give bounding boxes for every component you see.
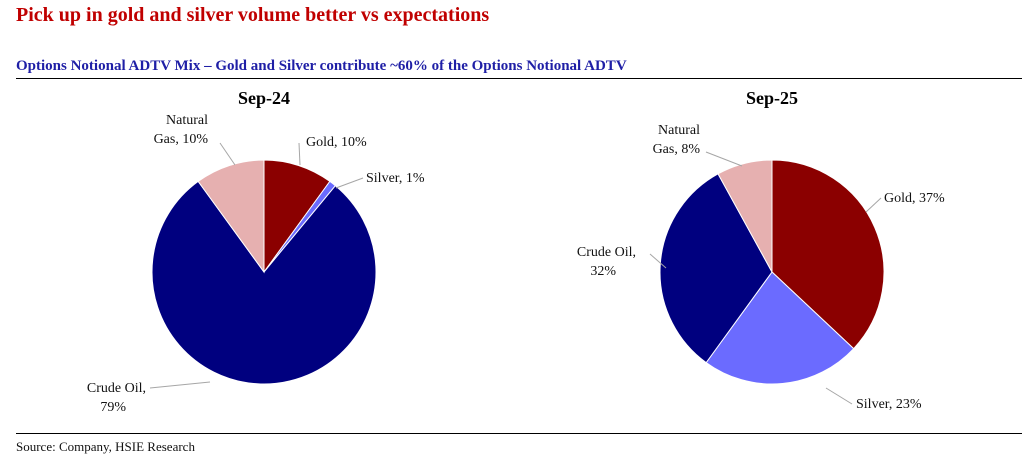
data-label-gold: Gold, 10%	[306, 135, 367, 150]
data-label-natural-gas: Natural Gas, 10%	[154, 113, 209, 147]
leader-line-silver	[335, 177, 364, 189]
chart-title: Sep-24	[238, 88, 290, 108]
data-label-silver: Silver, 1%	[366, 171, 425, 186]
pie-chart-sep-24: Sep-24 Gold, 10% Silver, 1% Crude Oil, 79% Na…	[87, 88, 425, 415]
leader-line-gold	[298, 142, 301, 166]
data-label-gold: Gold, 37%	[884, 191, 945, 206]
pie-slice-natural-gas	[197, 159, 265, 274]
page-headline: Pick up in gold and silver volume better…	[16, 4, 490, 26]
leader-line-crude-oil	[649, 253, 667, 269]
pie-slice-crude-oil	[151, 180, 377, 385]
leader-line-gold	[865, 197, 882, 213]
pie-slice-silver	[705, 271, 855, 385]
leader-line-natural-gas	[705, 151, 743, 167]
top-rule	[16, 78, 1022, 79]
data-label-natural-gas: Natural Gas, 8%	[653, 123, 701, 157]
data-label-silver: Silver, 23%	[856, 397, 922, 412]
data-label-crude-oil: Crude Oil, 32%	[577, 245, 636, 279]
pie-chart-sep-25: Sep-25 Gold, 37% Silver, 23% Crude Oil, 32% N…	[577, 88, 945, 412]
chart-subtitle: Options Notional ADTV Mix – Gold and Sil…	[16, 58, 627, 74]
data-label-crude-oil: Crude Oil, 79%	[87, 381, 146, 415]
leader-line-natural-gas	[219, 142, 236, 166]
pie-slice-gold	[771, 159, 885, 350]
pie-slice-crude-oil	[659, 173, 773, 364]
chart-title: Sep-25	[746, 88, 798, 108]
leader-line-crude-oil	[149, 381, 211, 389]
pie-slice-natural-gas	[717, 159, 773, 273]
source-note: Source: Company, HSIE Research	[16, 439, 195, 454]
bottom-rule	[16, 433, 1022, 434]
leader-line-silver	[825, 387, 853, 405]
